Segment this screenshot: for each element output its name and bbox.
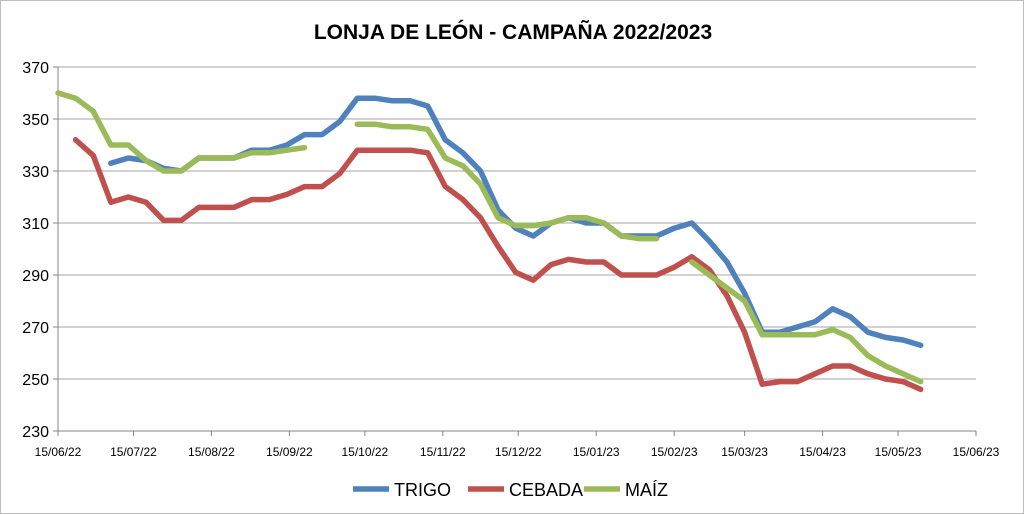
legend-label: TRIGO [394,480,451,500]
x-tick-label: 15/10/22 [341,445,388,459]
series-line-cebada [72,137,924,393]
x-tick-label: 15/02/23 [651,445,698,459]
x-tick-label: 15/06/23 [953,445,1000,459]
series-line-maíz [354,121,660,242]
series-line-maíz [55,90,308,174]
y-tick-label: 290 [22,268,49,285]
x-tick-label: 15/06/22 [35,445,82,459]
axes: 230 250 270 290 310 330 350 370 15/06/22 15/07/22… [22,60,999,459]
x-tick-label: 15/09/22 [266,445,313,459]
legend-label: CEBADA [509,480,583,500]
y-tick-label: 310 [22,216,49,233]
legend: TRIGO CEBADA MAÍZ [353,480,668,500]
series-lines [55,90,924,393]
y-tick-label: 270 [22,320,49,337]
series-line-maíz [689,259,924,385]
legend-label: MAÍZ [625,480,668,500]
y-tick-label: 250 [22,372,49,389]
x-tick-label: 15/12/22 [495,445,542,459]
x-tick-label: 15/04/23 [799,445,846,459]
series-line-trigo [108,95,924,348]
y-tick-label: 330 [22,164,49,181]
x-tick-label: 15/01/23 [573,445,620,459]
x-tick-label: 15/03/23 [721,445,768,459]
chart-title: LONJA DE LEÓN - CAMPAÑA 2022/2023 [314,20,712,44]
x-tick-label: 15/11/22 [420,445,466,459]
y-tick-label: 230 [22,424,49,441]
x-tick-label: 15/05/23 [875,445,922,459]
y-tick-label: 350 [22,112,49,129]
x-tick-label: 15/08/22 [188,445,235,459]
x-tick-label: 15/07/22 [110,445,157,459]
y-tick-label: 370 [22,60,49,77]
